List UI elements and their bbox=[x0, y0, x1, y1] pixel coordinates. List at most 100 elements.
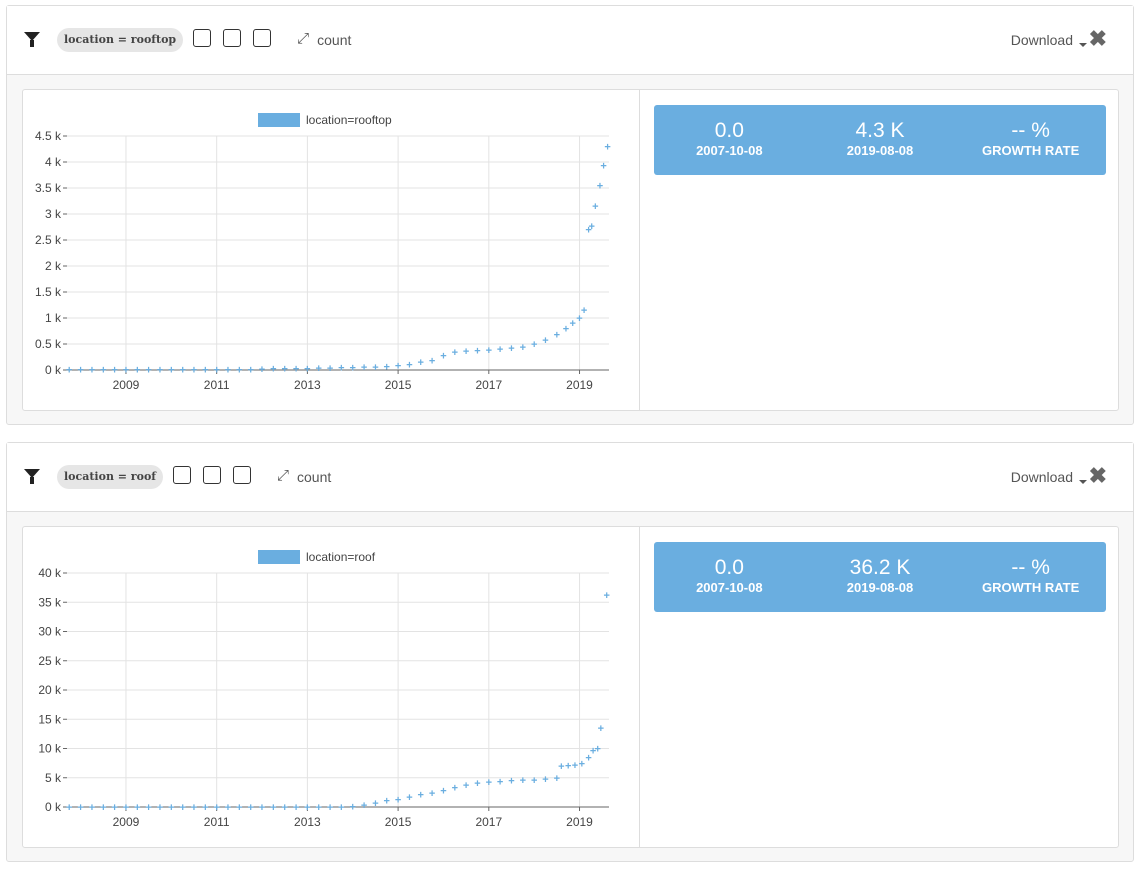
stat-value: -- % bbox=[1011, 119, 1050, 142]
filter-icon[interactable] bbox=[24, 32, 40, 41]
scatter-icon[interactable] bbox=[233, 466, 252, 484]
download[interactable]: Download bbox=[1010, 469, 1073, 485]
stat: -- % GROWTH RATE bbox=[955, 105, 1106, 175]
point: + bbox=[429, 356, 435, 368]
point: + bbox=[604, 141, 610, 153]
point: + bbox=[406, 792, 412, 804]
filter-icon[interactable] bbox=[24, 469, 40, 478]
close[interactable]: ✖ bbox=[1088, 26, 1107, 51]
point: + bbox=[604, 590, 610, 602]
filter-pill[interactable]: location = roof bbox=[57, 465, 164, 489]
point: + bbox=[589, 221, 595, 233]
legend-label: location=roof bbox=[306, 550, 376, 564]
point: + bbox=[327, 802, 333, 814]
stat-value: 36.2 K bbox=[849, 556, 911, 579]
stats-box: 0.0 2007-10-08 36.2 K 2019-08-08 -- % GROWTH … bbox=[654, 542, 1106, 612]
expand-icon[interactable]: ⤢ bbox=[297, 30, 310, 47]
stat-label: GROWTH RATE bbox=[982, 143, 1080, 158]
scatter-icon[interactable] bbox=[253, 29, 272, 47]
point: + bbox=[134, 365, 140, 377]
download[interactable]: Download bbox=[1010, 32, 1073, 48]
panel: location = roof ⤢ count Download ✖ 0.0 2007-10… bbox=[6, 442, 1134, 862]
point: + bbox=[281, 802, 287, 814]
point: + bbox=[497, 344, 503, 356]
y-tick-label: 35 k bbox=[38, 595, 62, 609]
point: + bbox=[558, 761, 564, 773]
close[interactable]: ✖ bbox=[1088, 463, 1107, 488]
x-tick-label: 2009 bbox=[113, 378, 140, 392]
point: + bbox=[77, 365, 83, 377]
point: + bbox=[563, 323, 569, 335]
y-tick-label: 25 k bbox=[38, 654, 62, 668]
y-tick-label: 0 k bbox=[45, 800, 62, 814]
point: + bbox=[179, 365, 185, 377]
point: + bbox=[123, 802, 129, 814]
stat-label: 2019-08-08 bbox=[846, 580, 914, 595]
point: + bbox=[100, 802, 106, 814]
stat-value: 0.0 bbox=[714, 556, 744, 579]
point: + bbox=[111, 802, 117, 814]
stat: -- % GROWTH RATE bbox=[955, 542, 1106, 612]
point: + bbox=[474, 346, 480, 358]
point: + bbox=[361, 800, 367, 812]
stat: 0.0 2007-10-08 bbox=[654, 542, 805, 612]
point: + bbox=[440, 786, 446, 798]
y-tick-label: 1.5 k bbox=[35, 285, 62, 299]
stat-value: -- % bbox=[1011, 556, 1050, 579]
point: + bbox=[270, 802, 276, 814]
point: + bbox=[225, 365, 231, 377]
line-icon[interactable] bbox=[203, 466, 222, 484]
point: + bbox=[179, 802, 185, 814]
point-icon[interactable] bbox=[173, 466, 192, 484]
point: + bbox=[569, 318, 575, 330]
point: + bbox=[89, 802, 95, 814]
point: + bbox=[168, 802, 174, 814]
point: + bbox=[350, 801, 356, 813]
panel-header: location = rooftop ⤢ count Download ✖ bbox=[7, 6, 1133, 75]
chart: 0 k 5 k 10 k 15 k 20 k 25 k 30 k 35 k 40 k 2009 20… bbox=[38, 550, 610, 829]
point: + bbox=[191, 802, 197, 814]
y-tick-label: 3.5 k bbox=[35, 181, 62, 195]
point: + bbox=[66, 802, 72, 814]
divider bbox=[639, 90, 640, 410]
point: + bbox=[191, 365, 197, 377]
point: + bbox=[213, 802, 219, 814]
stat-label: 2007-10-08 bbox=[696, 580, 763, 595]
point: + bbox=[520, 342, 526, 354]
point: + bbox=[304, 802, 310, 814]
x-tick-label: 2017 bbox=[475, 378, 502, 392]
point: + bbox=[100, 365, 106, 377]
point: + bbox=[202, 365, 208, 377]
point: + bbox=[316, 363, 322, 375]
point: + bbox=[134, 802, 140, 814]
x-tick-label: 2015 bbox=[385, 378, 412, 392]
point: + bbox=[508, 343, 514, 355]
point: + bbox=[531, 775, 537, 787]
x-tick-label: 2019 bbox=[566, 378, 593, 392]
point: + bbox=[565, 760, 571, 772]
measure: count bbox=[317, 32, 352, 48]
y-tick-label: 4.5 k bbox=[35, 129, 62, 143]
expand-icon[interactable]: ⤢ bbox=[277, 467, 290, 484]
point: + bbox=[66, 365, 72, 377]
point: + bbox=[542, 774, 548, 786]
legend-swatch bbox=[258, 550, 300, 564]
point: + bbox=[384, 361, 390, 373]
point: + bbox=[452, 783, 458, 795]
chart: 0 k 0.5 k 1 k 1.5 k 2 k 2.5 k 3 k 3.5 k 4 k 4.5 k… bbox=[35, 113, 611, 392]
point: + bbox=[585, 225, 591, 237]
panel: location = rooftop ⤢ count Download ✖ 0.0 2007… bbox=[6, 5, 1134, 425]
legend-swatch bbox=[258, 113, 300, 127]
point: + bbox=[463, 780, 469, 792]
point: + bbox=[213, 365, 219, 377]
point: + bbox=[597, 180, 603, 192]
point: + bbox=[270, 364, 276, 376]
point: + bbox=[247, 365, 253, 377]
point: + bbox=[440, 350, 446, 362]
filter-pill[interactable]: location = rooftop bbox=[57, 28, 184, 52]
point: + bbox=[395, 794, 401, 806]
line-icon[interactable] bbox=[223, 29, 242, 47]
point-icon[interactable] bbox=[193, 29, 212, 47]
filter-stem bbox=[30, 477, 34, 484]
point: + bbox=[123, 365, 129, 377]
